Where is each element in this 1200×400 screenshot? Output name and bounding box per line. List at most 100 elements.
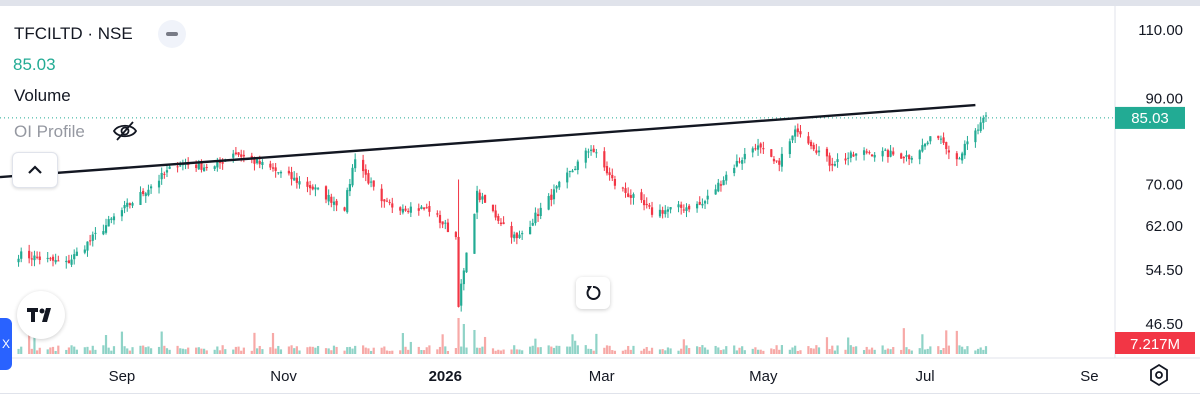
candle-body bbox=[89, 240, 92, 242]
volume-bar bbox=[478, 347, 481, 354]
candle-body bbox=[947, 150, 950, 153]
candle-body bbox=[775, 160, 778, 162]
volume-bar bbox=[316, 345, 320, 354]
symbol-title[interactable]: TFCILTD · NSE bbox=[14, 24, 133, 43]
volume-bar bbox=[717, 347, 720, 354]
volume-bar bbox=[847, 337, 850, 354]
candle-body bbox=[232, 153, 235, 158]
candle-body bbox=[958, 158, 961, 160]
candle-body bbox=[242, 154, 245, 157]
volume-bar bbox=[221, 345, 224, 354]
candle-body bbox=[574, 168, 577, 171]
volume-bar bbox=[197, 347, 200, 354]
volume-bar bbox=[38, 347, 41, 354]
candle-body bbox=[865, 151, 868, 153]
volume-bar bbox=[568, 346, 571, 354]
candle-body bbox=[202, 167, 206, 172]
candle-body bbox=[529, 226, 532, 235]
volume-bar bbox=[589, 348, 593, 354]
volume-bar bbox=[937, 346, 940, 354]
time-tick-label: 2026 bbox=[429, 368, 462, 385]
tradingview-logo[interactable] bbox=[17, 291, 65, 339]
candle-body bbox=[30, 258, 33, 260]
volume-bar bbox=[112, 346, 116, 354]
volume-bar bbox=[855, 346, 858, 354]
volume-bar bbox=[494, 350, 497, 354]
volume-bar bbox=[621, 350, 624, 354]
volume-bar bbox=[110, 350, 113, 354]
volume-bar bbox=[515, 349, 518, 354]
candle-body bbox=[566, 172, 569, 183]
candle-body bbox=[828, 155, 831, 166]
volume-indicator-label[interactable]: Volume bbox=[14, 86, 71, 105]
last-price-badge: 85.03 bbox=[1115, 106, 1185, 129]
volume-bar bbox=[438, 346, 442, 354]
volume-bar bbox=[799, 350, 802, 354]
volume-bar bbox=[306, 347, 309, 354]
candle-body bbox=[380, 188, 383, 202]
volume-bar bbox=[844, 349, 847, 354]
volume-bar bbox=[629, 349, 632, 354]
candle-body bbox=[364, 169, 367, 175]
volume-bar bbox=[213, 349, 216, 354]
candle-body bbox=[36, 256, 39, 258]
candle-body bbox=[454, 232, 457, 238]
candle-body bbox=[725, 174, 728, 181]
candle-body bbox=[149, 186, 153, 189]
candle-body bbox=[592, 148, 595, 153]
expand-legend-button[interactable] bbox=[12, 152, 58, 188]
volume-bar bbox=[741, 346, 744, 354]
volume-bar bbox=[979, 347, 982, 354]
candle-body bbox=[293, 177, 296, 181]
candle-body bbox=[584, 150, 587, 163]
candle-body bbox=[499, 222, 503, 225]
candle-body bbox=[404, 208, 407, 211]
candle-body bbox=[218, 161, 222, 164]
candle-body bbox=[984, 115, 988, 117]
candle-body bbox=[279, 171, 283, 174]
candle-body bbox=[324, 186, 328, 200]
side-panel-tab[interactable]: X bbox=[0, 318, 12, 370]
volume-bar bbox=[976, 348, 980, 354]
trendline[interactable] bbox=[0, 103, 976, 179]
volume-bar bbox=[825, 337, 829, 354]
candle-body bbox=[168, 166, 171, 169]
candle-body bbox=[921, 145, 924, 152]
candle-body bbox=[128, 203, 131, 206]
volume-bar bbox=[642, 348, 646, 354]
volume-bar bbox=[348, 346, 351, 354]
candle-body bbox=[613, 178, 617, 186]
time-tick-label: Jul bbox=[915, 368, 934, 385]
candle-body bbox=[751, 148, 754, 153]
volume-bar bbox=[958, 345, 961, 354]
time-tick-label: Mar bbox=[589, 368, 615, 385]
candle-body bbox=[955, 153, 958, 160]
volume-bar bbox=[94, 349, 97, 354]
candle-body bbox=[722, 180, 725, 186]
candle-body bbox=[126, 202, 129, 207]
volume-bar bbox=[343, 350, 346, 354]
volume-bar bbox=[422, 350, 426, 354]
candle-body bbox=[632, 194, 635, 198]
candle-body bbox=[277, 172, 280, 174]
candle-body bbox=[701, 203, 704, 206]
eye-crossed-icon[interactable] bbox=[112, 120, 138, 147]
reset-chart-button[interactable] bbox=[576, 277, 610, 309]
candle-body bbox=[351, 167, 354, 186]
oi-profile-indicator-label[interactable]: OI Profile bbox=[14, 122, 85, 141]
candle-body bbox=[754, 148, 757, 150]
volume-bar bbox=[258, 345, 261, 354]
candle-body bbox=[680, 204, 683, 208]
volume-bar bbox=[311, 346, 314, 354]
volume-bar bbox=[725, 346, 728, 354]
collapse-legend-button[interactable] bbox=[158, 20, 186, 48]
candle-body bbox=[73, 254, 76, 260]
plot-area[interactable] bbox=[0, 6, 1115, 356]
time-axis: Sep Nov 2026 Mar May Jul Se bbox=[109, 368, 1099, 385]
chart-settings-button[interactable] bbox=[1146, 362, 1172, 388]
volume-bar bbox=[666, 347, 670, 354]
last-price-label: 85.03 bbox=[1131, 110, 1169, 127]
volume-bar bbox=[354, 345, 357, 354]
candle-body bbox=[849, 152, 852, 158]
